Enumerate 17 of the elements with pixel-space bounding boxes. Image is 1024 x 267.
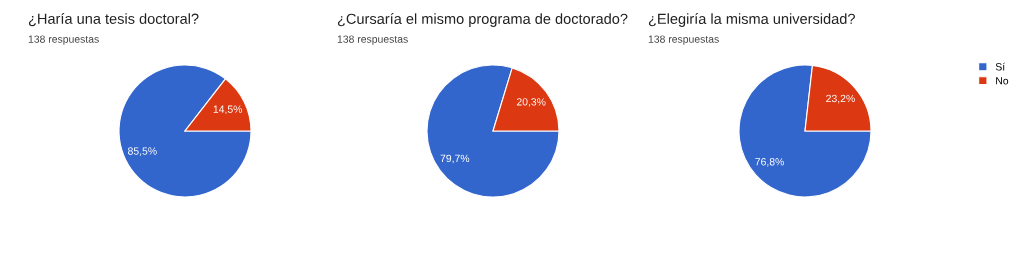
chart-subtitle: 138 respuestas	[28, 35, 99, 45]
chart-title: ¿Cursaría el mismo programa de doctorado?	[337, 13, 628, 27]
chart-title: ¿Elegiría la misma universidad?	[648, 13, 855, 27]
chart-title: ¿Haría una tesis doctoral?	[28, 13, 199, 27]
pie-slice	[118, 64, 252, 198]
legend-label: No	[996, 77, 1009, 85]
data-label: 79,7%	[440, 154, 470, 164]
chart-subtitle: 138 respuestas	[648, 35, 719, 45]
data-label: 76,8%	[755, 158, 784, 167]
pie-slice	[738, 64, 872, 198]
data-label: 14,5%	[213, 105, 243, 115]
data-label: 23,2%	[826, 94, 855, 104]
data-label: 20,3%	[516, 98, 546, 107]
pie-slice	[426, 64, 560, 198]
chart-subtitle: 138 respuestas	[337, 35, 408, 45]
data-label: 85,5%	[128, 147, 157, 156]
legend-label: Sí	[995, 62, 1006, 71]
